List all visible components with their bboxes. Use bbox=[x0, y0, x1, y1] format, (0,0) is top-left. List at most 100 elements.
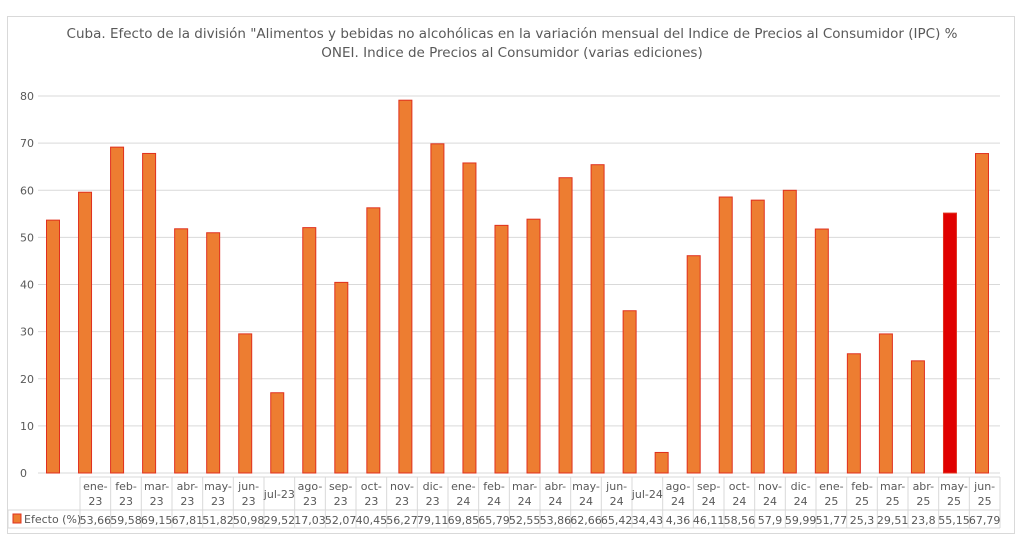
bar bbox=[878, 333, 893, 474]
category-label: 25 bbox=[947, 495, 961, 508]
data-label: 57,9 bbox=[758, 514, 783, 527]
bar bbox=[238, 333, 253, 474]
bar bbox=[590, 164, 605, 474]
category-label: dic- bbox=[423, 480, 443, 493]
data-label: 53,86 bbox=[540, 514, 572, 527]
bar bbox=[142, 152, 157, 474]
data-label: 79,11 bbox=[417, 514, 449, 527]
chart-subtitle: ONEI. Indice de Precios al Consumidor (v… bbox=[321, 45, 703, 61]
data-label: 65,79 bbox=[478, 514, 510, 527]
category-label: mar- bbox=[880, 480, 905, 493]
category-label: feb- bbox=[483, 480, 505, 493]
data-label: 25,3 bbox=[850, 514, 875, 527]
category-label: jun- bbox=[973, 480, 995, 493]
data-label: 46,11 bbox=[693, 514, 725, 527]
category-label: may- bbox=[940, 480, 968, 493]
category-label: oct- bbox=[729, 480, 750, 493]
category-label: 24 bbox=[794, 495, 808, 508]
category-label: sep- bbox=[329, 480, 352, 493]
bar bbox=[334, 281, 349, 474]
category-label: 24 bbox=[548, 495, 562, 508]
data-label: 23,8 bbox=[911, 514, 936, 527]
bar bbox=[270, 392, 285, 474]
category-label: abr- bbox=[913, 480, 935, 493]
y-tick-label: 50 bbox=[20, 231, 34, 244]
data-label: 53,66 bbox=[80, 514, 112, 527]
category-label: ago- bbox=[298, 480, 323, 493]
data-label: 55,15 bbox=[938, 514, 970, 527]
category-label: jul-24 bbox=[631, 488, 663, 501]
category-label: 24 bbox=[456, 495, 470, 508]
data-label: 51,82 bbox=[202, 514, 234, 527]
bar bbox=[686, 255, 701, 474]
data-label: 52,55 bbox=[509, 514, 541, 527]
y-tick-label: 30 bbox=[20, 326, 34, 339]
category-label: abr- bbox=[545, 480, 567, 493]
bar bbox=[494, 224, 509, 474]
category-label: ago- bbox=[666, 480, 691, 493]
category-label: jun- bbox=[237, 480, 259, 493]
data-label: 29,51 bbox=[877, 514, 909, 527]
category-label: 24 bbox=[671, 495, 685, 508]
bar bbox=[430, 143, 445, 474]
chart-frame bbox=[7, 16, 1015, 534]
category-label: 23 bbox=[334, 495, 348, 508]
category-label: mar- bbox=[512, 480, 537, 493]
category-label: 25 bbox=[978, 495, 992, 508]
category-label: dic- bbox=[791, 480, 811, 493]
data-label: 29,52 bbox=[264, 514, 296, 527]
data-label: 59,58 bbox=[110, 514, 142, 527]
legend-label: Efecto (%) bbox=[24, 513, 81, 526]
data-label: 34,43 bbox=[632, 514, 664, 527]
y-tick-label: 70 bbox=[20, 137, 34, 150]
category-label: mar- bbox=[144, 480, 169, 493]
category-label: 23 bbox=[150, 495, 164, 508]
bar bbox=[910, 360, 925, 474]
y-tick-label: 20 bbox=[20, 373, 34, 386]
category-label: 24 bbox=[763, 495, 777, 508]
category-label: 23 bbox=[426, 495, 440, 508]
bar bbox=[718, 196, 733, 474]
category-label: nov- bbox=[390, 480, 414, 493]
bar bbox=[942, 212, 957, 474]
category-label: 23 bbox=[211, 495, 225, 508]
bar bbox=[526, 218, 541, 474]
category-label: 25 bbox=[886, 495, 900, 508]
category-label: 24 bbox=[702, 495, 716, 508]
category-label: feb- bbox=[115, 480, 137, 493]
bar bbox=[814, 228, 829, 474]
bar bbox=[975, 153, 989, 474]
category-label: 23 bbox=[303, 495, 317, 508]
bar bbox=[206, 232, 221, 474]
data-label: 59,99 bbox=[785, 514, 817, 527]
bar bbox=[558, 177, 573, 474]
category-label: ene- bbox=[451, 480, 476, 493]
category-label: 25 bbox=[824, 495, 838, 508]
bar bbox=[654, 451, 669, 474]
category-label: 24 bbox=[610, 495, 624, 508]
category-label: ene- bbox=[83, 480, 108, 493]
data-label: 62,66 bbox=[570, 514, 602, 527]
category-label: 24 bbox=[518, 495, 532, 508]
bar bbox=[622, 310, 637, 474]
chart-title: Cuba. Efecto de la división "Alimentos y… bbox=[66, 26, 958, 42]
data-label: 4,36 bbox=[666, 514, 691, 527]
category-label: jul-23 bbox=[263, 488, 295, 501]
category-label: oct- bbox=[361, 480, 382, 493]
bar bbox=[366, 207, 381, 474]
bar bbox=[846, 353, 861, 474]
bar bbox=[750, 199, 765, 474]
category-label: 23 bbox=[242, 495, 256, 508]
category-label: abr- bbox=[177, 480, 199, 493]
bar bbox=[782, 189, 797, 474]
category-label: may- bbox=[204, 480, 232, 493]
data-label: 56,27 bbox=[386, 514, 418, 527]
data-label: 40,45 bbox=[356, 514, 388, 527]
bar bbox=[302, 227, 317, 474]
category-label: ene- bbox=[819, 480, 844, 493]
category-label: may- bbox=[572, 480, 600, 493]
data-label: 65,42 bbox=[601, 514, 633, 527]
category-label: 23 bbox=[180, 495, 194, 508]
data-label: 69,15 bbox=[141, 514, 173, 527]
